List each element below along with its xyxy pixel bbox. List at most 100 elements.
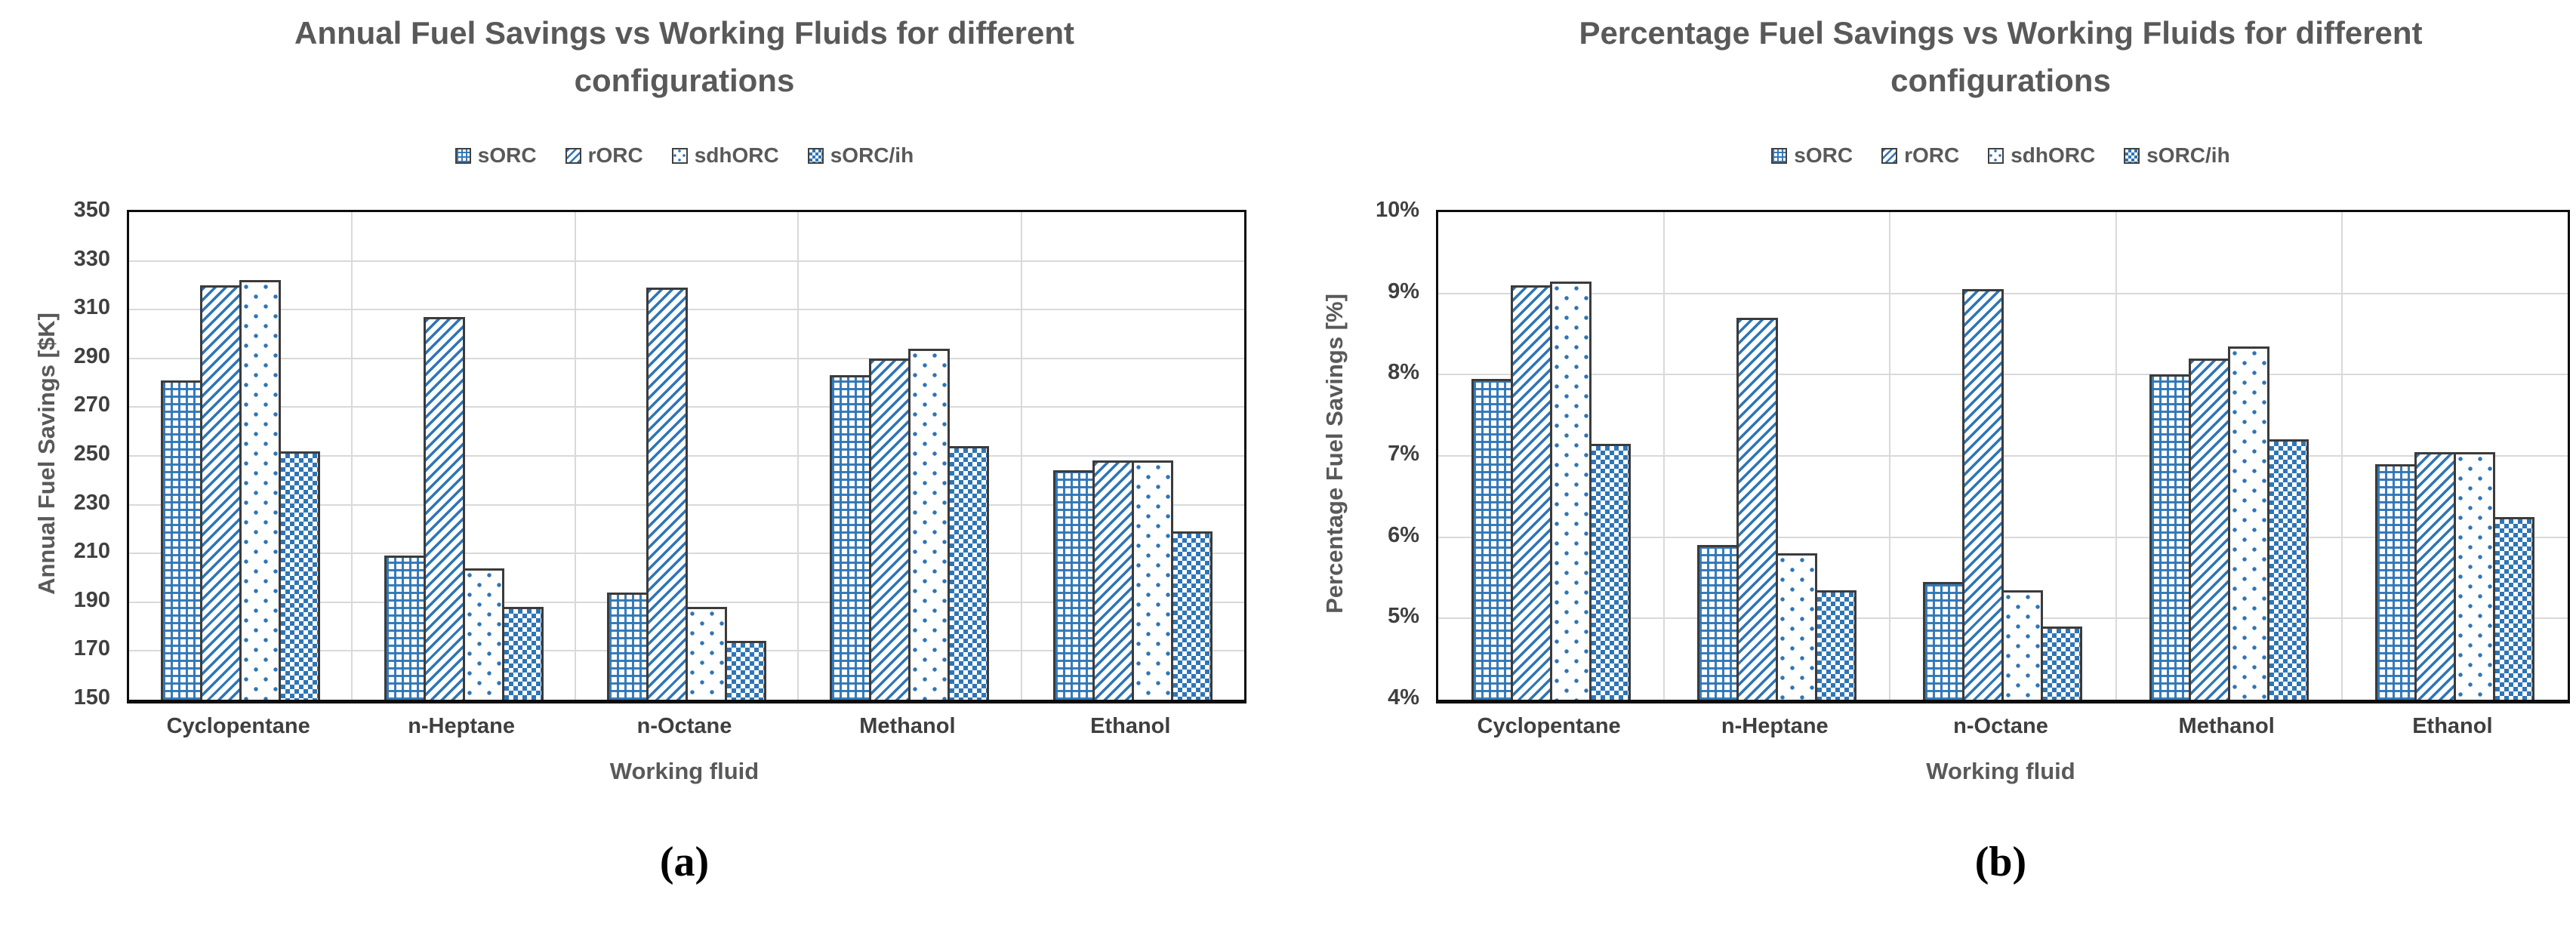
y-tick-label: 270 [73,393,110,417]
bar-rORC-n-Octane [646,288,688,700]
bar-sORC/ih-n-Octane [724,641,766,700]
bar-group-Ethanol [1021,212,1244,700]
x-tick-label-Cyclopentane: Cyclopentane [166,714,310,738]
x-tick-label-Ethanol: Ethanol [2412,714,2493,738]
chart-annual-fuel-savings: Annual Fuel Savings vs Working Fluids fo… [33,15,1246,885]
legend-label: sORC [1794,143,1853,167]
bar-sORC/ih-Methanol [948,446,990,700]
legend-label: rORC [1904,143,1960,167]
diagonal-hatch-swatch-icon [1881,147,1898,164]
legend-label: sORC [477,143,537,167]
bar-sORC-Methanol [830,375,872,700]
bar-group-Methanol [2116,212,2342,700]
bar-group-n-Heptane [352,212,575,700]
bar-group-n-Heptane [1664,212,1890,700]
bar-sORC-n-Heptane [1697,545,1739,700]
gridline-vertical [1020,212,1022,700]
bar-sdhORC-Methanol [2227,346,2269,700]
bar-sdhORC-Ethanol [1131,460,1173,700]
x-tick-label-Methanol: Methanol [2178,714,2275,738]
x-tick-label-Cyclopentane: Cyclopentane [1477,714,1621,738]
bar-rORC-Cyclopentane [1511,285,1553,700]
gridline-horizontal [129,260,1244,262]
y-tick-label: 6% [1388,522,1419,547]
bar-sORC-n-Octane [1923,582,1965,700]
y-tick-label: 5% [1388,604,1419,629]
bar-group-n-Octane [575,212,798,700]
chart-title: Annual Fuel Savings vs Working Fluids fo… [294,15,1074,98]
bar-rORC-n-Heptane [1736,318,1779,700]
y-tick-label: 9% [1388,279,1419,303]
bar-group-Methanol [798,212,1021,700]
chart-legend: sORC rORC sdhORC sORC/ih [1436,143,2565,168]
legend-label: sORC/ih [2146,143,2230,167]
y-tick-label: 170 [73,636,110,661]
grid-hatch-swatch-icon [1771,147,1788,164]
bar-sdhORC-n-Octane [2001,590,2044,700]
legend-label: sORC/ih [830,143,914,167]
bar-group-n-Octane [1890,212,2115,700]
y-tick-label: 250 [73,442,110,466]
panel-caption: (a) [659,839,710,885]
y-tick-label: 310 [73,295,110,320]
x-tick-label-n-Octane: n-Octane [636,714,732,738]
diagonal-hatch-swatch-icon [565,147,581,164]
bar-sdhORC-Cyclopentane [239,280,282,700]
legend-label: sdhORC [694,143,779,167]
bar-sORC-Ethanol [2374,464,2417,700]
x-tick-label-n-Heptane: n-Heptane [1721,714,1829,738]
dot-hatch-swatch-icon [1988,147,2004,164]
legend-item-sORC/ih[interactable]: sORC/ih [2124,143,2230,168]
legend-item-rORC[interactable]: rORC [565,143,643,168]
bar-sdhORC-Cyclopentane [1550,282,1592,700]
legend-item-sdhORC[interactable]: sdhORC [671,143,779,168]
bar-rORC-Cyclopentane [200,285,242,700]
bar-sORC-n-Heptane [384,556,426,700]
bar-rORC-n-Octane [1962,289,2004,700]
bar-rORC-Methanol [2188,359,2230,700]
chart-title: Percentage Fuel Savings vs Working Fluid… [1579,15,2423,98]
bar-sORC-Cyclopentane [161,380,203,700]
panel-caption: (b) [1974,839,2027,885]
y-tick-label: 210 [73,539,110,564]
bar-sORC/ih-Methanol [2266,439,2309,700]
x-tick-label-Ethanol: Ethanol [1090,714,1171,738]
bar-sORC/ih-Cyclopentane [1589,444,1632,700]
gridline-vertical [351,212,353,700]
bar-sORC/ih-n-Heptane [1815,590,1857,700]
legend-item-sdhORC[interactable]: sdhORC [1988,143,2095,168]
check-hatch-swatch-icon [2124,147,2140,164]
legend-item-rORC[interactable]: rORC [1881,143,1959,168]
bar-sdhORC-n-Heptane [1776,553,1818,700]
check-hatch-swatch-icon [807,147,824,164]
bar-group-Cyclopentane [129,212,352,700]
bar-sORC-Ethanol [1052,470,1095,700]
bar-sORC/ih-Ethanol [1170,531,1213,700]
x-tick-label-n-Heptane: n-Heptane [408,714,515,738]
legend-item-sORC/ih[interactable]: sORC/ih [807,143,914,168]
legend-item-sORC[interactable]: sORC [1771,143,1853,168]
gridline-vertical [2340,212,2343,700]
y-tick-label: 350 [73,198,110,222]
gridline-vertical [574,212,576,700]
y-tick-label: 10% [1375,198,1419,222]
y-tick-label: 150 [73,685,110,710]
gridline-vertical [2115,212,2117,700]
bar-sORC-n-Octane [606,593,649,700]
legend-item-sORC[interactable]: sORC [454,143,537,168]
bar-group-Ethanol [2342,212,2568,700]
x-axis-title: Working fluid [609,758,760,784]
bar-rORC-Ethanol [2414,452,2456,700]
bar-sORC/ih-Ethanol [2492,517,2534,700]
dot-hatch-swatch-icon [671,147,688,164]
y-tick-label: 4% [1388,685,1419,710]
bar-rORC-Ethanol [1092,460,1134,700]
bar-sORC-Cyclopentane [1471,379,1514,700]
chart-percentage-fuel-savings: Percentage Fuel Savings vs Working Fluid… [1288,0,2576,939]
plot-area [1436,210,2570,703]
x-tick-label-Methanol: Methanol [859,714,956,738]
plot-area [127,210,1246,703]
legend-label: sdhORC [2011,143,2096,167]
bar-sdhORC-Ethanol [2453,452,2495,700]
gridline-vertical [797,212,800,700]
